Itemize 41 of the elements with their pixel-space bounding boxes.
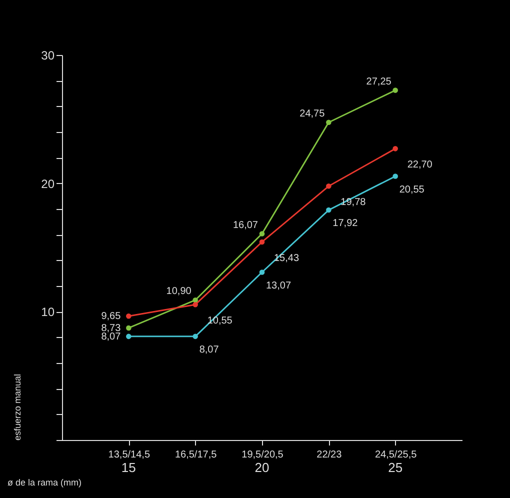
point: [126, 325, 132, 331]
data-label: 24,75: [300, 108, 326, 120]
point: [259, 270, 265, 275]
point: [192, 334, 198, 340]
x-axis-title: ø de la rama (mm): [8, 478, 82, 488]
point: [392, 174, 398, 179]
data-label: 17,92: [332, 218, 358, 230]
point: [392, 88, 398, 93]
point: [126, 314, 132, 319]
x-tick-label: 24,5/25,5: [374, 450, 418, 460]
point: [326, 120, 332, 126]
data-label: 19,78: [340, 197, 366, 208]
data-label: 13,07: [266, 280, 292, 292]
data-label: 27,25: [366, 76, 392, 88]
data-label: 8,73: [101, 322, 122, 334]
data-label: 9,65: [101, 311, 122, 322]
point: [326, 207, 332, 213]
y-axis-title: esfuerzo manual: [12, 374, 22, 440]
point: [392, 146, 398, 152]
text: 20: [254, 460, 270, 475]
data-label: 22,70: [407, 160, 433, 171]
x-tick-label: 22/23: [316, 450, 342, 460]
x-tick-label: 16,5/17,5: [174, 450, 218, 460]
y-tick-label: 30: [41, 48, 55, 62]
data-label: 20,55: [399, 184, 425, 196]
point: [192, 302, 198, 308]
y-tick-label: 20: [41, 176, 55, 191]
point: [192, 297, 198, 303]
text: 15: [121, 460, 136, 475]
text: 25: [388, 460, 403, 475]
x-tick-label: 19,5/20,5: [242, 450, 284, 460]
point: [326, 184, 332, 189]
data-label: 8,07: [199, 344, 220, 356]
data-label: 16,07: [232, 220, 258, 231]
data-label: 8,07: [101, 331, 122, 342]
point: [259, 239, 265, 245]
point: [259, 231, 265, 236]
x-tick-label: 13,5/14,5: [108, 450, 150, 460]
y-tick-label: 10: [41, 305, 55, 320]
point: [126, 334, 132, 340]
data-label: 10,90: [166, 286, 192, 298]
